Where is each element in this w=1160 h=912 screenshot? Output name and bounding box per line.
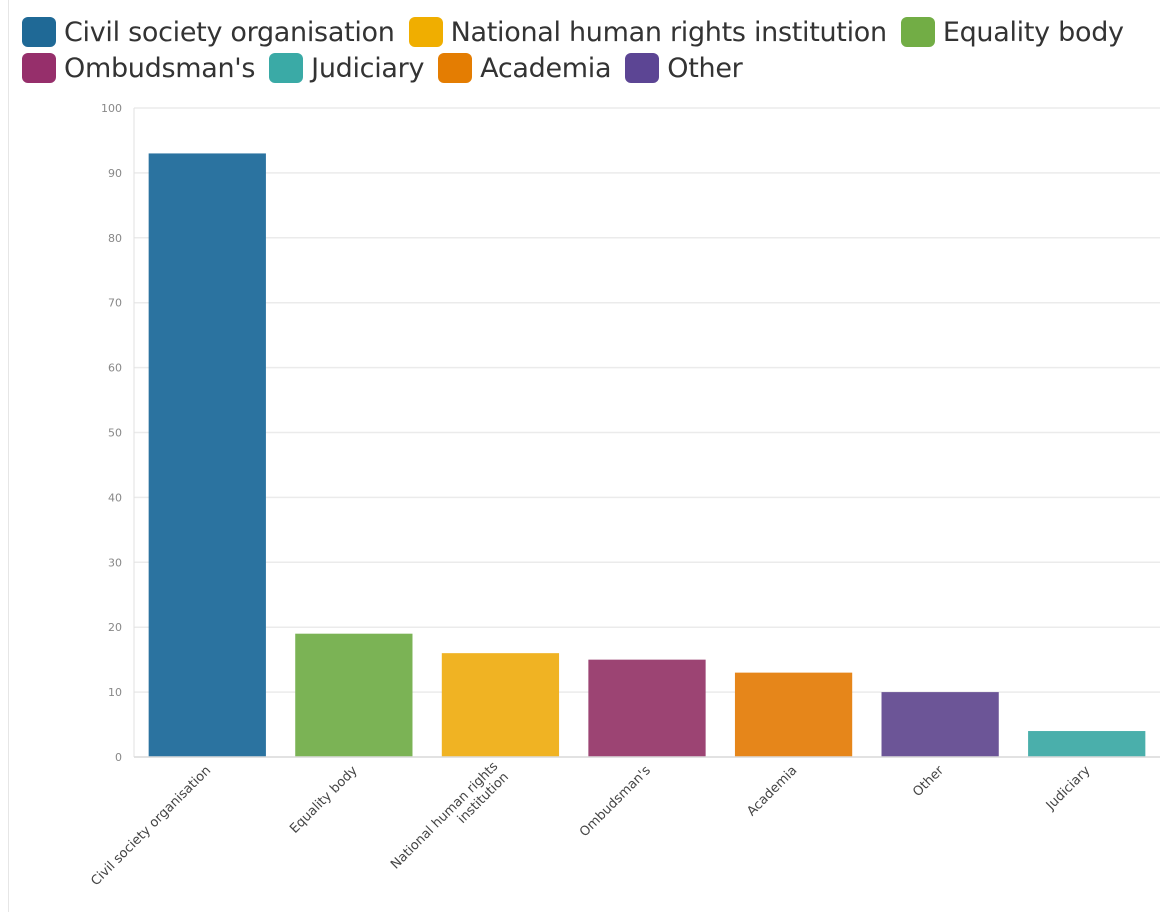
y-tick-label: 70 xyxy=(108,297,122,310)
x-tick-label: Civil society organisation xyxy=(88,763,214,889)
y-tick-label: 20 xyxy=(108,621,122,634)
bar[interactable] xyxy=(734,672,853,757)
x-tick-label: Academia xyxy=(744,763,800,819)
x-tick-label-line: Other xyxy=(910,763,947,800)
x-tick-label: Equality body xyxy=(287,763,361,837)
x-axis: Civil society organisation Equality body N… xyxy=(88,756,1160,889)
x-tick-label-line: Judiciary xyxy=(1043,763,1094,814)
x-tick-label: Other xyxy=(910,763,947,800)
legend-swatch xyxy=(22,53,56,83)
legend-label: Civil society organisation xyxy=(64,16,395,48)
legend-item-other[interactable]: Other xyxy=(625,52,743,84)
x-tick-label-line: Academia xyxy=(744,763,800,819)
bars xyxy=(148,153,1146,757)
bar[interactable] xyxy=(441,653,560,757)
left-border xyxy=(8,0,9,912)
y-tick-label: 50 xyxy=(108,427,122,440)
bar[interactable] xyxy=(881,692,999,757)
x-tick-label-line: National human rights xyxy=(388,759,501,872)
y-tick-label: 80 xyxy=(108,232,122,245)
legend-swatch xyxy=(408,17,443,47)
y-tick-label: 90 xyxy=(108,167,122,180)
legend-item-judiciary[interactable]: Judiciary xyxy=(269,53,424,84)
legend-swatch xyxy=(269,53,304,83)
legend-swatch xyxy=(438,53,473,83)
x-tick-label-line: Ombudsman's xyxy=(577,763,654,840)
y-tick-label: 0 xyxy=(115,751,122,764)
legend-swatch xyxy=(22,17,56,47)
bar[interactable] xyxy=(588,659,706,757)
chart-legend: Civil society organisation National huma… xyxy=(22,14,1152,86)
x-tick-label: Judiciary xyxy=(1043,763,1094,814)
y-tick-label: 30 xyxy=(108,556,122,569)
gridlines xyxy=(134,107,1160,758)
x-tick-label: National human rightsinstitution xyxy=(388,759,512,883)
legend-item-academia[interactable]: Academia xyxy=(438,52,612,84)
legend-item-nhri[interactable]: National human rights institution xyxy=(408,16,888,48)
legend-swatch xyxy=(625,53,660,83)
x-tick-label-line: Equality body xyxy=(287,763,361,837)
legend-label: Equality body xyxy=(942,16,1124,48)
bar[interactable] xyxy=(295,633,413,757)
bar[interactable] xyxy=(148,153,266,757)
legend-swatch xyxy=(900,17,935,47)
legend-label: Other xyxy=(667,52,743,84)
x-tick-label: Ombudsman's xyxy=(577,763,654,840)
x-tick-label-line: Civil society organisation xyxy=(88,763,214,889)
legend-item-ombudsmans[interactable]: Ombudsman's xyxy=(22,53,255,84)
y-tick-label: 60 xyxy=(108,362,122,375)
legend-row-1: Civil society organisation National huma… xyxy=(22,14,1152,50)
legend-label: National human rights institution xyxy=(450,16,888,48)
y-tick-label: 100 xyxy=(101,102,122,115)
legend-row-2: Ombudsman's Judiciary Academia Other xyxy=(22,50,1152,86)
legend-item-equality-body[interactable]: Equality body xyxy=(900,16,1124,48)
bar[interactable] xyxy=(1028,731,1146,757)
legend-label: Judiciary xyxy=(311,52,425,84)
legend-label: Ombudsman's xyxy=(64,52,256,84)
legend-item-civil-society[interactable]: Civil society organisation xyxy=(22,17,395,48)
legend-label: Academia xyxy=(480,52,612,84)
y-axis: 0 10 20 30 40 50 60 70 80 90 100 xyxy=(101,102,135,764)
y-tick-label: 40 xyxy=(108,491,122,504)
y-tick-label: 10 xyxy=(108,686,122,699)
